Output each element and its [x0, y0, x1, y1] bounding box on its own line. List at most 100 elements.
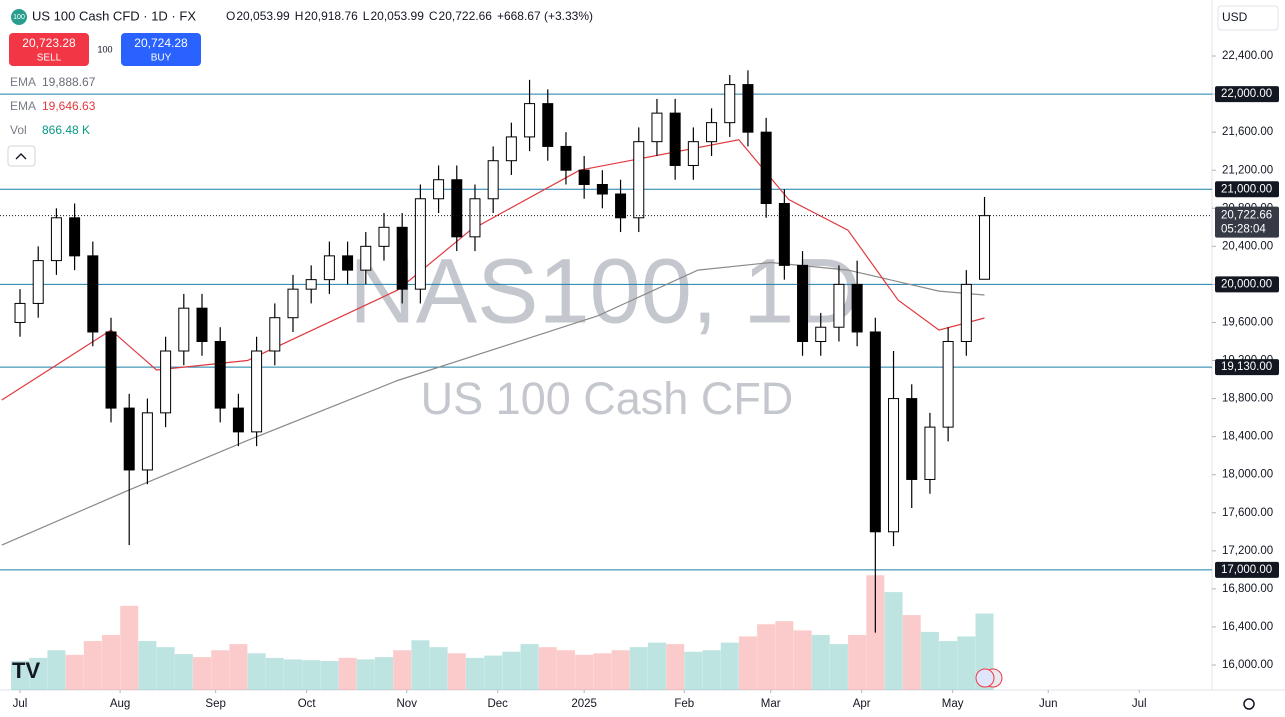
candle-body	[924, 426, 936, 480]
x-tick-label: 2025	[571, 698, 597, 710]
candle-body	[742, 84, 754, 133]
volume-bar	[611, 650, 630, 690]
volume-bar	[920, 631, 939, 690]
volume-bar	[411, 640, 430, 690]
volume-bar	[47, 650, 66, 690]
candle-body	[469, 198, 481, 238]
y-tick-label: 16,400.00	[1222, 621, 1273, 633]
candle-body	[651, 112, 663, 143]
candle-body	[160, 350, 172, 414]
indicator-name: EMA	[10, 75, 36, 89]
level-label: 19,130.00	[1221, 361, 1272, 373]
candle-body	[888, 398, 900, 533]
candle-body	[797, 264, 809, 342]
x-tick-label: Feb	[674, 698, 694, 710]
volume-bar	[484, 655, 503, 690]
x-tick-label: Jul	[13, 698, 28, 710]
candle-body	[251, 350, 263, 433]
volume-bar	[283, 659, 302, 690]
symbol[interactable]: US 100 Cash CFD · 1D · FX	[32, 8, 196, 23]
sell-button[interactable]	[9, 33, 89, 66]
buy-button[interactable]	[121, 33, 201, 66]
candle-body	[815, 326, 827, 342]
y-tick-label: 18,000.00	[1222, 469, 1273, 481]
volume-bar	[247, 653, 266, 690]
collapse-icon	[15, 153, 27, 160]
ohlc-label: C	[429, 9, 438, 23]
watermark-title: NAS100, 1D	[349, 240, 860, 342]
volume-bar	[338, 657, 357, 690]
collapse-button[interactable]	[7, 145, 36, 167]
candle-body	[305, 279, 317, 290]
candle-body	[323, 255, 335, 281]
y-tick-label: 18,800.00	[1222, 393, 1273, 405]
candle-body	[778, 203, 790, 266]
candle-body	[851, 283, 863, 333]
level-label: 17,000.00	[1221, 564, 1272, 576]
candle-body	[433, 179, 445, 200]
volume-bar	[11, 660, 30, 690]
candle-body	[505, 136, 517, 162]
y-tick-label: 16,800.00	[1222, 583, 1273, 595]
y-tick-label: 18,400.00	[1222, 431, 1273, 443]
candle-body	[105, 331, 117, 409]
volume-bar	[302, 660, 321, 690]
buy-label: BUY	[151, 53, 172, 64]
volume-bar	[666, 644, 685, 690]
candle-body	[232, 407, 244, 433]
candle-body	[69, 217, 81, 257]
volume-bar	[775, 621, 794, 690]
volume-bar	[829, 644, 848, 690]
candle-body	[287, 288, 299, 319]
volume-bar	[520, 644, 539, 690]
candle-body	[906, 398, 918, 480]
candle-body	[342, 255, 354, 271]
y-tick-label: 17,200.00	[1222, 545, 1273, 557]
indicator-value: 19,646.63	[42, 99, 96, 113]
candle-body	[269, 317, 281, 352]
y-tick-label: 22,400.00	[1222, 50, 1273, 62]
volume-bar	[120, 605, 139, 690]
ohlc-label: O	[226, 9, 235, 23]
candle-body	[87, 255, 99, 333]
settings-icon[interactable]	[1243, 698, 1255, 710]
candle-body	[942, 340, 954, 428]
level-label: 21,000.00	[1221, 183, 1272, 195]
level-label-box	[1215, 276, 1279, 293]
x-tick-label: Nov	[397, 698, 418, 710]
volume-bar	[138, 641, 157, 690]
x-tick-label: Aug	[110, 698, 130, 710]
spread: 100	[97, 44, 112, 54]
candle-body	[542, 103, 554, 147]
candle-body	[196, 307, 208, 342]
volume-bar	[757, 624, 776, 690]
x-tick-label: Oct	[298, 698, 317, 710]
change: +668.67 (+3.33%)	[497, 9, 593, 23]
volume-bar	[957, 636, 976, 690]
volume-bar	[702, 650, 721, 690]
level-label-box	[1215, 181, 1279, 198]
indicator-legend: EMA 19,888.67 EMA 19,646.63 Vol 866.48 K	[10, 75, 96, 137]
candle-body	[979, 215, 991, 280]
currency-button[interactable]	[1217, 5, 1279, 31]
symbol-icon[interactable]	[11, 9, 27, 25]
events-icon[interactable]	[975, 668, 995, 688]
y-tick-label: 19,600.00	[1222, 316, 1273, 328]
candle-body	[50, 217, 62, 262]
level-label-box	[1215, 359, 1279, 376]
x-tick-label: Apr	[853, 698, 871, 710]
tv-logo: TV	[12, 658, 40, 683]
ohlc-label: L	[363, 9, 370, 23]
candle-body	[669, 112, 681, 166]
ohlc-value: 20,053.99	[236, 9, 290, 23]
y-tick-label: 21,200.00	[1222, 164, 1273, 176]
x-tick-label: May	[942, 698, 964, 710]
currency: USD	[1222, 10, 1248, 24]
volume-bar	[538, 647, 557, 690]
volume-bar	[65, 654, 84, 690]
candle-body	[451, 179, 463, 238]
candle-body	[596, 183, 608, 195]
last-price-box	[1215, 206, 1279, 238]
candle-body	[760, 131, 772, 205]
indicator-value: 866.48 K	[42, 123, 90, 137]
